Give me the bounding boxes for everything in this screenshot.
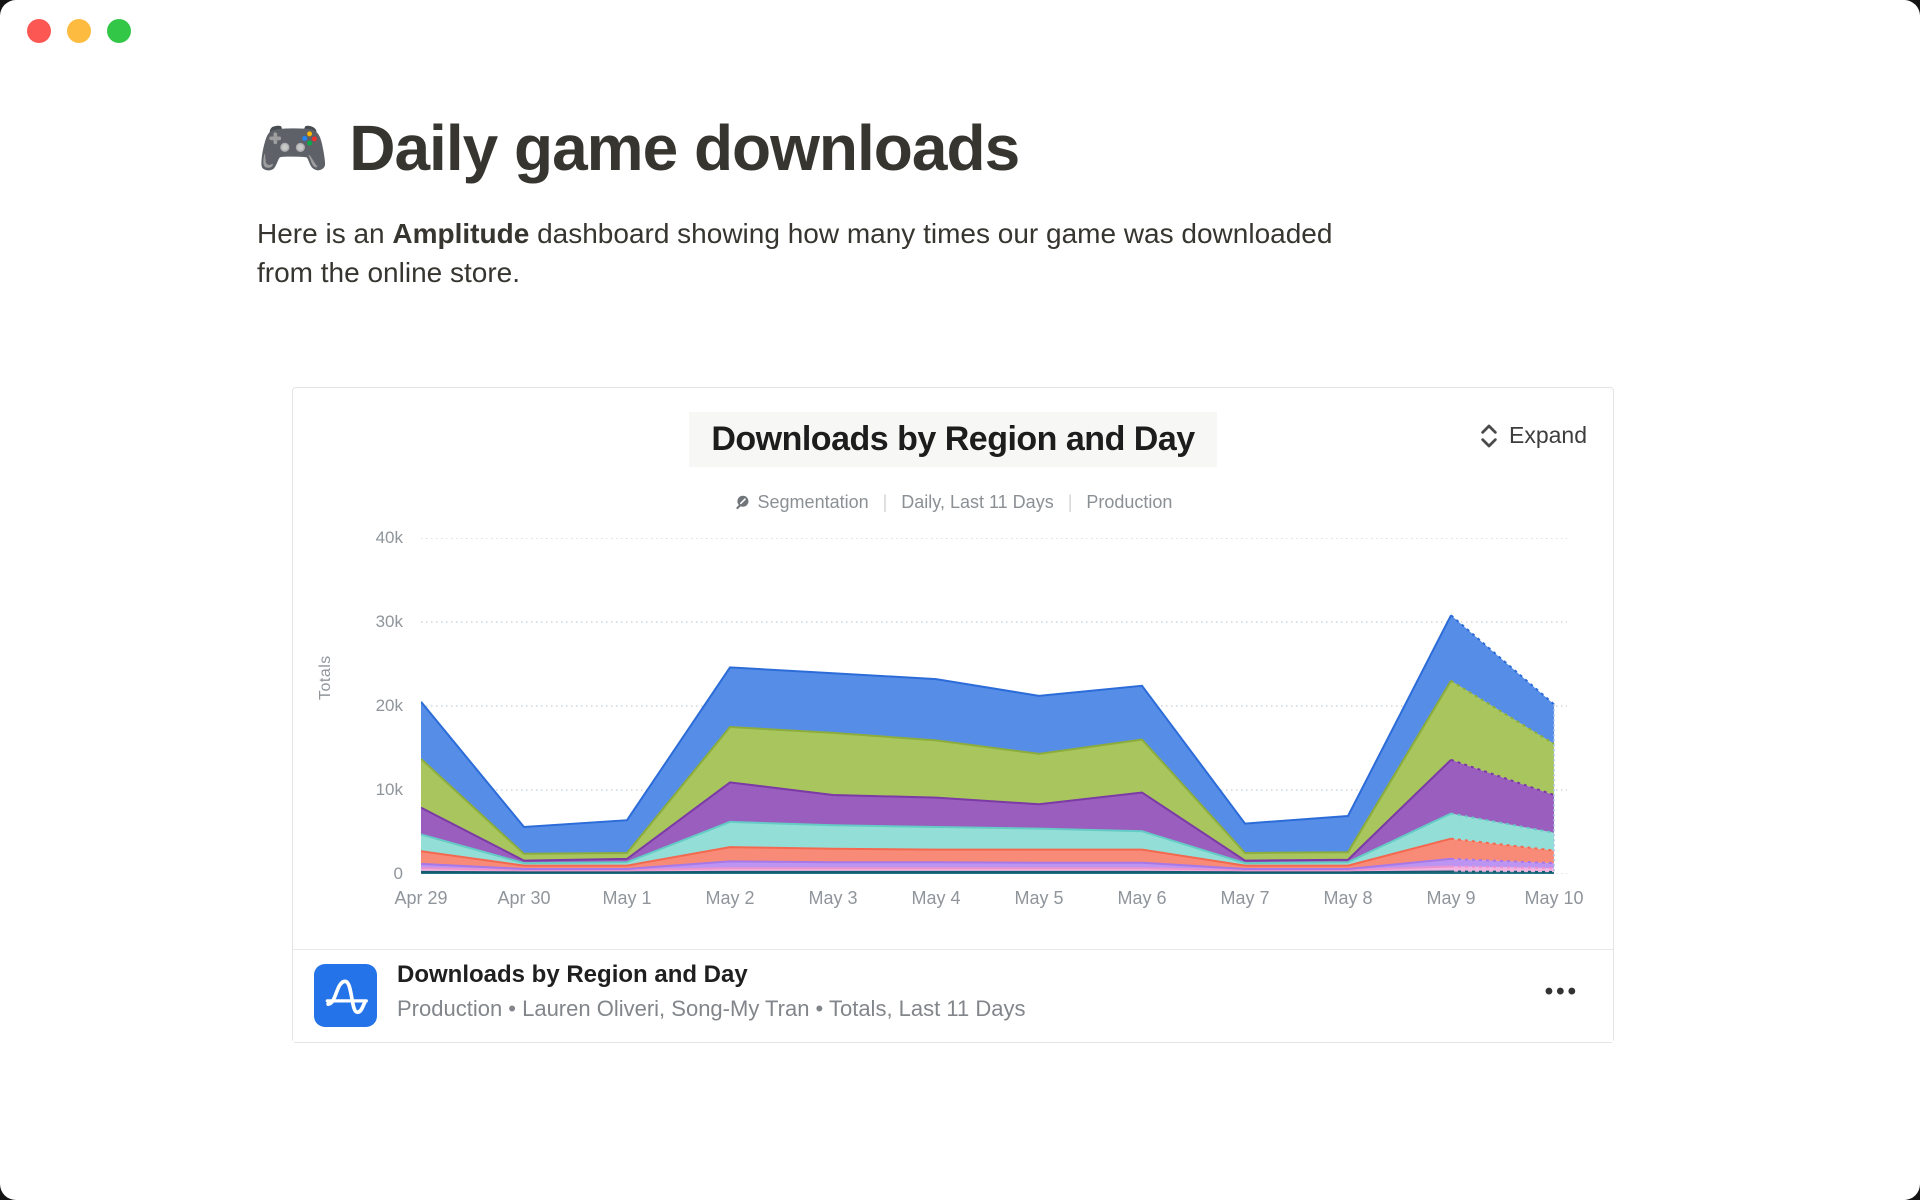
gamepad-emoji-icon: 🎮: [257, 115, 330, 181]
expand-label: Expand: [1508, 422, 1587, 448]
close-button[interactable]: [27, 19, 51, 43]
minimize-button[interactable]: [67, 19, 91, 43]
meta-separator: |: [882, 492, 888, 512]
intro-paragraph: Here is an Amplitude dashboard showing h…: [257, 214, 1392, 292]
y-tick-label: 10k: [375, 780, 403, 799]
x-tick-label: May 9: [1426, 888, 1476, 908]
y-axis-label: Totals: [317, 655, 334, 700]
x-tick-label: Apr 30: [497, 888, 551, 908]
x-tick-label: May 1: [602, 888, 652, 908]
expand-chevrons-icon: [1481, 424, 1497, 447]
x-tick-label: May 10: [1524, 888, 1584, 908]
chart-section: Downloads by Region and Day Expand Segme…: [293, 388, 1613, 951]
page-title-text: Daily game downloads: [349, 112, 1020, 184]
chart-meta-item: Daily, Last 11 Days: [901, 492, 1054, 512]
intro-post: dashboard showing how many times our gam…: [257, 218, 1333, 288]
x-tick-label: May 5: [1014, 888, 1064, 908]
x-tick-label: Apr 29: [394, 888, 448, 908]
chart-meta-item: Production: [1086, 492, 1173, 512]
card-footer: Downloads by Region and Day Production •…: [293, 949, 1613, 1042]
y-tick-label: 30k: [375, 612, 403, 631]
more-options-button[interactable]: •••: [1544, 978, 1579, 1005]
expand-button[interactable]: Expand: [1479, 422, 1587, 449]
x-tick-label: May 8: [1323, 888, 1373, 908]
segmentation-icon: [735, 495, 748, 510]
x-tick-label: May 4: [911, 888, 961, 908]
zoom-button[interactable]: [107, 19, 131, 43]
meta-separator: |: [1067, 492, 1073, 512]
window-controls: [27, 19, 131, 43]
footer-subtitle: Production • Lauren Oliveri, Song-My Tra…: [397, 996, 1026, 1021]
footer-chart-title[interactable]: Downloads by Region and Day: [397, 961, 748, 988]
x-tick-label: May 3: [808, 888, 858, 908]
x-tick-label: May 2: [705, 888, 755, 908]
intro-bold: Amplitude: [392, 218, 530, 249]
y-tick-label: 20k: [375, 696, 403, 715]
y-tick-label: 0: [393, 864, 403, 883]
dashboard-embed-card: Downloads by Region and Day Expand Segme…: [292, 387, 1614, 1043]
x-tick-label: May 7: [1220, 888, 1270, 908]
y-tick-label: 40k: [375, 528, 403, 547]
chart-title: Downloads by Region and Day: [689, 412, 1217, 467]
chart-plot-svg[interactable]: [421, 538, 1567, 874]
x-tick-label: May 6: [1117, 888, 1167, 908]
chart-meta-item: Segmentation: [734, 492, 869, 513]
amplitude-logo-icon: [314, 964, 377, 1027]
intro-pre: Here is an: [257, 218, 393, 249]
chart-meta-row: Segmentation | Daily, Last 11 Days | Product…: [293, 492, 1613, 513]
page-title: 🎮 Daily game downloads: [257, 112, 1020, 186]
